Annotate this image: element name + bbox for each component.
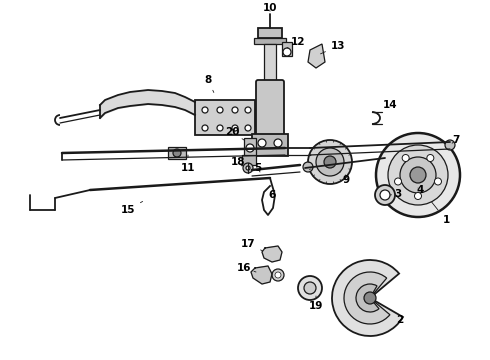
Circle shape — [202, 107, 208, 113]
Circle shape — [217, 125, 223, 131]
Circle shape — [435, 178, 441, 185]
Circle shape — [316, 148, 344, 176]
Circle shape — [364, 292, 376, 304]
FancyBboxPatch shape — [252, 134, 288, 156]
FancyBboxPatch shape — [282, 42, 292, 56]
Circle shape — [402, 154, 409, 162]
Wedge shape — [344, 272, 390, 324]
Circle shape — [400, 157, 436, 193]
Circle shape — [272, 269, 284, 281]
Text: 14: 14 — [377, 100, 397, 114]
Circle shape — [445, 140, 455, 150]
Text: 11: 11 — [181, 155, 195, 173]
Text: 1: 1 — [432, 202, 450, 225]
Circle shape — [308, 140, 352, 184]
Text: 2: 2 — [392, 310, 404, 325]
Circle shape — [217, 107, 223, 113]
Circle shape — [376, 133, 460, 217]
Text: 3: 3 — [390, 189, 402, 199]
Circle shape — [394, 178, 401, 185]
FancyBboxPatch shape — [256, 80, 284, 136]
Text: 12: 12 — [287, 37, 305, 48]
Circle shape — [283, 48, 291, 56]
Text: 17: 17 — [241, 239, 263, 251]
Circle shape — [246, 166, 250, 170]
Circle shape — [324, 156, 336, 168]
Text: 10: 10 — [263, 3, 277, 13]
Circle shape — [258, 139, 266, 147]
Text: 6: 6 — [269, 190, 275, 200]
FancyBboxPatch shape — [254, 38, 286, 44]
FancyBboxPatch shape — [195, 100, 255, 135]
Text: 16: 16 — [237, 263, 256, 273]
Circle shape — [275, 272, 281, 278]
Text: 20: 20 — [225, 127, 244, 140]
FancyBboxPatch shape — [242, 155, 256, 165]
Circle shape — [303, 162, 313, 172]
Polygon shape — [308, 44, 325, 68]
FancyBboxPatch shape — [244, 138, 256, 156]
Circle shape — [380, 190, 390, 200]
Circle shape — [232, 107, 238, 113]
Circle shape — [298, 276, 322, 300]
Circle shape — [410, 167, 426, 183]
FancyBboxPatch shape — [168, 147, 186, 159]
Wedge shape — [356, 284, 379, 312]
Circle shape — [246, 144, 254, 152]
Polygon shape — [251, 266, 272, 284]
Circle shape — [427, 154, 434, 162]
Text: 7: 7 — [452, 135, 460, 145]
Circle shape — [173, 149, 181, 157]
Text: 15: 15 — [121, 201, 143, 215]
Circle shape — [232, 125, 238, 131]
Text: 13: 13 — [320, 41, 345, 54]
FancyBboxPatch shape — [258, 28, 282, 38]
Text: 9: 9 — [340, 172, 349, 185]
Circle shape — [274, 139, 282, 147]
Circle shape — [243, 163, 253, 173]
Circle shape — [375, 185, 395, 205]
Text: 4: 4 — [416, 185, 424, 195]
Circle shape — [415, 193, 421, 199]
Text: 5: 5 — [254, 163, 262, 173]
FancyBboxPatch shape — [255, 108, 270, 126]
Circle shape — [245, 125, 251, 131]
Text: 18: 18 — [231, 157, 245, 167]
Circle shape — [202, 125, 208, 131]
Text: 8: 8 — [204, 75, 214, 93]
Circle shape — [304, 282, 316, 294]
Text: 19: 19 — [309, 296, 323, 311]
FancyBboxPatch shape — [264, 44, 276, 82]
Circle shape — [245, 107, 251, 113]
Polygon shape — [262, 246, 282, 262]
Wedge shape — [332, 260, 403, 336]
Circle shape — [388, 145, 448, 205]
